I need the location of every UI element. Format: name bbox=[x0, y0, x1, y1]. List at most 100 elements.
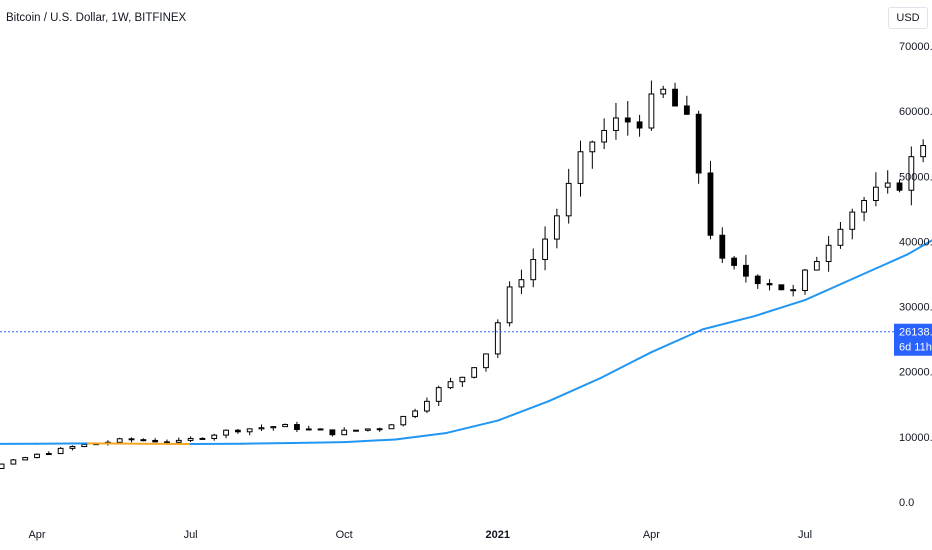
chart-title: Bitcoin / U.S. Dollar, 1W, BITFINEX bbox=[6, 12, 187, 24]
candle bbox=[45, 451, 52, 456]
candle bbox=[412, 408, 418, 419]
candle bbox=[128, 437, 135, 443]
ma-segment bbox=[752, 299, 806, 318]
candle bbox=[719, 227, 726, 263]
candle bbox=[0, 463, 5, 469]
x-tick-label: Apr bbox=[28, 529, 45, 541]
candle bbox=[601, 118, 608, 150]
candle bbox=[353, 429, 359, 432]
candle bbox=[211, 433, 218, 441]
candle bbox=[69, 445, 76, 451]
candle bbox=[896, 179, 903, 193]
candle bbox=[506, 281, 513, 327]
ma-segment bbox=[343, 438, 397, 444]
y-tick-label: 0.0 bbox=[899, 497, 914, 509]
candle bbox=[861, 197, 867, 222]
x-tick-label: Apr bbox=[643, 529, 660, 541]
candle bbox=[152, 438, 159, 443]
currency-button[interactable]: USD bbox=[888, 7, 928, 29]
ma-segment bbox=[548, 377, 602, 403]
candle bbox=[872, 172, 879, 207]
ma-segment bbox=[906, 239, 932, 256]
candle bbox=[672, 82, 678, 107]
candle bbox=[530, 248, 537, 288]
last-price-value: 26138.0 bbox=[899, 327, 932, 339]
candle bbox=[908, 146, 915, 206]
y-tick-label: 60000.0 bbox=[899, 106, 932, 118]
x-tick-label: Oct bbox=[336, 529, 353, 541]
ma-segment bbox=[855, 253, 909, 279]
candle bbox=[695, 110, 702, 184]
countdown-value: 6d 11h bbox=[899, 342, 932, 354]
candle bbox=[435, 385, 442, 407]
candle bbox=[778, 284, 785, 291]
y-tick-label: 20000.0 bbox=[899, 367, 932, 379]
candle bbox=[223, 429, 229, 439]
candle bbox=[766, 279, 773, 291]
candle bbox=[743, 254, 749, 283]
ma-segment bbox=[701, 315, 755, 331]
candle bbox=[731, 255, 738, 270]
candle bbox=[199, 437, 206, 440]
candle bbox=[613, 102, 619, 140]
candle bbox=[282, 423, 289, 428]
ma-segment bbox=[292, 441, 346, 445]
candle bbox=[754, 274, 761, 289]
candle bbox=[542, 226, 548, 271]
x-tick-label: Jul bbox=[184, 529, 198, 541]
candle bbox=[187, 436, 194, 443]
candle bbox=[553, 208, 560, 249]
ma-segment bbox=[496, 400, 550, 422]
candle bbox=[317, 428, 324, 431]
candle bbox=[294, 421, 300, 433]
ma-segment bbox=[650, 328, 704, 354]
candle bbox=[683, 95, 690, 115]
candle bbox=[305, 425, 312, 431]
y-tick-label: 40000.0 bbox=[899, 236, 932, 248]
candle bbox=[624, 101, 631, 136]
candle bbox=[364, 428, 371, 432]
candle bbox=[825, 235, 832, 272]
candle bbox=[140, 438, 147, 442]
ma-segment bbox=[394, 431, 448, 441]
candle bbox=[577, 140, 584, 197]
y-tick-label: 70000.0 bbox=[899, 41, 932, 53]
candle bbox=[329, 429, 336, 437]
candle bbox=[494, 319, 501, 358]
ma-segment bbox=[445, 419, 499, 434]
candle bbox=[660, 85, 667, 99]
moving-average bbox=[0, 239, 932, 446]
candle bbox=[813, 256, 820, 271]
candle bbox=[388, 424, 395, 430]
candle bbox=[518, 269, 525, 295]
y-tick-label: 30000.0 bbox=[899, 302, 932, 314]
candle bbox=[837, 221, 844, 249]
candle bbox=[81, 443, 88, 448]
candle bbox=[884, 170, 891, 194]
candle bbox=[636, 114, 643, 137]
candle bbox=[22, 456, 29, 461]
candle bbox=[589, 140, 596, 169]
candle bbox=[483, 353, 489, 372]
candle bbox=[920, 139, 927, 163]
last-price-box bbox=[894, 323, 932, 356]
x-tick-label: Jul bbox=[798, 529, 812, 541]
candle bbox=[234, 428, 241, 434]
y-tick-label: 50000.0 bbox=[899, 171, 932, 183]
x-tick-label: 2021 bbox=[486, 529, 510, 541]
candle bbox=[341, 427, 348, 436]
candles bbox=[0, 80, 927, 469]
candle bbox=[802, 268, 808, 295]
candle bbox=[707, 160, 714, 240]
candle bbox=[565, 168, 572, 224]
ma-segment bbox=[804, 276, 858, 302]
candle bbox=[447, 377, 454, 390]
candle bbox=[424, 397, 430, 414]
candle bbox=[246, 428, 253, 436]
candle bbox=[849, 208, 856, 240]
candle bbox=[790, 284, 797, 297]
candle bbox=[258, 424, 265, 431]
candle bbox=[459, 376, 466, 387]
last-price-label: 26138.0 6d 11h bbox=[894, 323, 932, 356]
